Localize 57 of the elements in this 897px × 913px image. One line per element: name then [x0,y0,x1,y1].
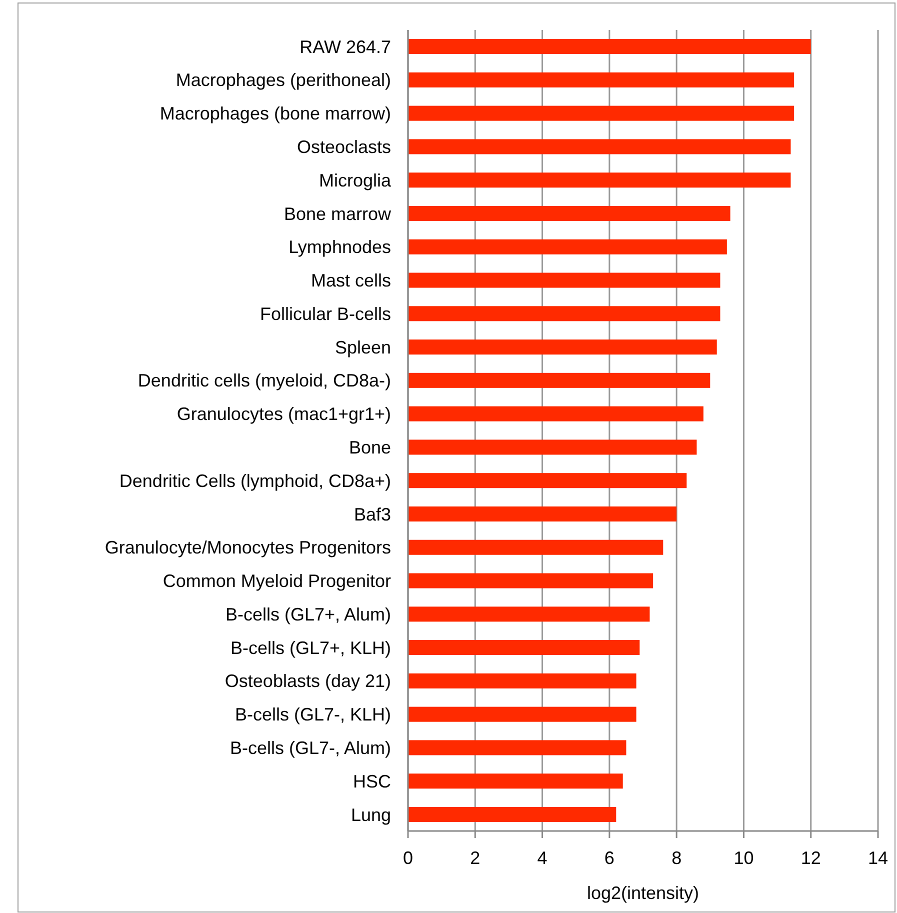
y-tick-label: Spleen [334,337,391,358]
bar [408,774,623,789]
y-tick-label: B-cells (GL7-, Alum) [230,738,391,758]
bar [408,372,710,388]
bar [408,473,687,488]
y-tick-label: Bone [348,437,391,458]
x-tick-label: 10 [734,848,754,868]
bar [408,673,636,688]
y-tick-label: B-cells (GL7-, KLH) [234,704,391,725]
y-tick-label: Granulocytes (mac1+gr1+) [176,404,391,424]
y-tick-label: RAW 264.7 [300,36,391,57]
y-tick-label: Common Myeloid Progenitor [162,571,392,592]
x-tick-label: 12 [800,848,821,868]
y-tick-label: Osteoclasts [296,136,391,157]
bar [408,340,717,355]
bar [408,573,654,588]
y-tick-label: Dendritic Cells (lymphoid, CD8a+) [119,470,391,491]
y-tick-label: Lymphnodes [288,237,391,258]
x-tick-label: 8 [672,848,682,868]
y-tick-label: HSC [352,771,391,792]
y-tick-label: Microglia [318,170,392,190]
bar [408,106,794,121]
y-tick-label: B-cells (GL7+, KLH) [230,638,391,658]
y-tick-label: Bone marrow [284,204,392,224]
bar [408,540,664,555]
bar [408,740,626,756]
bar [408,440,697,455]
y-tick-label: Baf3 [354,504,391,524]
bar [408,172,791,188]
bar [408,239,727,254]
y-tick-label: B-cells (GL7+, Alum) [225,604,391,624]
y-tick-label: Mast cells [310,270,391,291]
x-tick-label: 0 [402,848,414,868]
bar [408,706,636,722]
bar [408,606,650,622]
bar [408,506,677,522]
x-tick-label: 6 [604,848,614,868]
y-tick-label: Macrophages (perithoneal) [176,70,391,90]
y-tick-label: Follicular B-cells [260,304,391,324]
bar [408,406,704,422]
y-tick-label: Dendritic cells (myeloid, CD8a-) [138,370,391,391]
y-tick-label: Osteoblasts (day 21) [224,671,391,692]
x-tick-label: 2 [470,848,480,868]
bar [408,640,640,656]
bar [408,39,811,54]
bar [408,272,720,288]
bar [408,206,730,221]
x-tick-label: 14 [868,848,888,868]
y-tick-label: Granulocyte/Monocytes Progenitors [104,538,391,558]
bar [408,139,791,154]
x-axis-title: log2(intensity) [586,883,700,903]
x-tick-label: 4 [537,848,548,868]
bar [408,306,720,322]
y-tick-label: Macrophages (bone marrow) [160,104,391,124]
bar [408,72,794,88]
y-tick-label: Lung [350,804,391,825]
bar [408,806,616,822]
